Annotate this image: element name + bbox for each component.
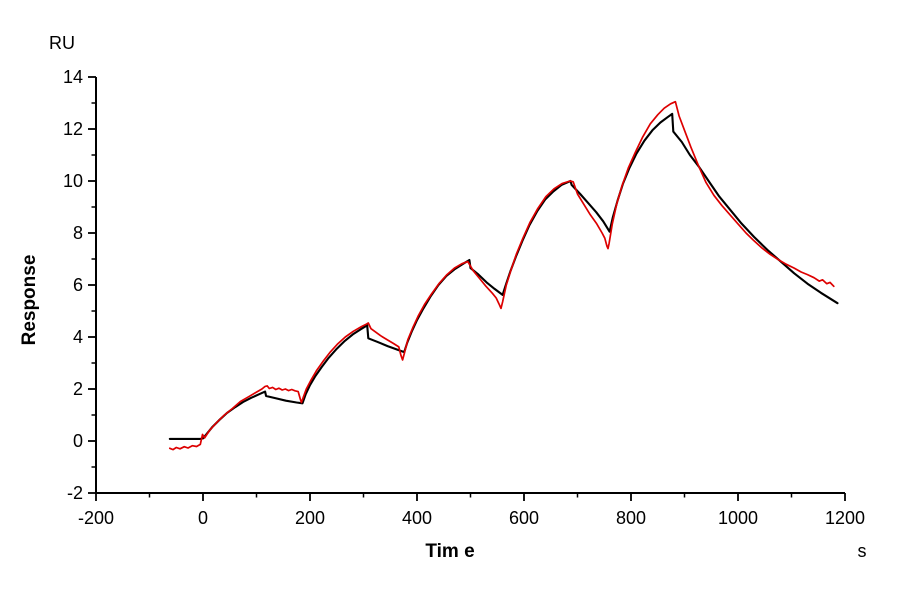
y-axis-title: Response	[19, 255, 40, 346]
y-tick-label: 14	[63, 67, 83, 87]
y-tick-label: 12	[63, 119, 83, 139]
y-tick-label: 6	[73, 275, 83, 295]
y-unit-label: RU	[49, 33, 75, 53]
x-tick-label: 600	[509, 508, 539, 528]
x-tick-label: -200	[78, 508, 114, 528]
tick-labels-layer: -200 0 200 400 600 800 1000 1200 -2 0 2 4 6 8 10 12 14	[63, 67, 865, 528]
y-tick-label: -2	[67, 483, 83, 503]
fit-curve	[168, 112, 839, 440]
curves-layer	[168, 100, 839, 451]
x-tick-label: 0	[198, 508, 208, 528]
x-tick-label: 1200	[825, 508, 865, 528]
x-unit-label: s	[858, 541, 867, 561]
ticks-layer	[88, 76, 846, 501]
experimental-curve	[168, 100, 835, 451]
y-tick-label: 0	[73, 431, 83, 451]
x-tick-label: 200	[295, 508, 325, 528]
y-tick-label: 8	[73, 223, 83, 243]
y-tick-label: 10	[63, 171, 83, 191]
x-tick-label: 1000	[718, 508, 758, 528]
x-tick-label: 400	[402, 508, 432, 528]
x-axis-title: Tim e	[425, 541, 474, 562]
y-tick-label: 4	[73, 327, 83, 347]
x-tick-label: 800	[616, 508, 646, 528]
y-tick-label: 2	[73, 379, 83, 399]
